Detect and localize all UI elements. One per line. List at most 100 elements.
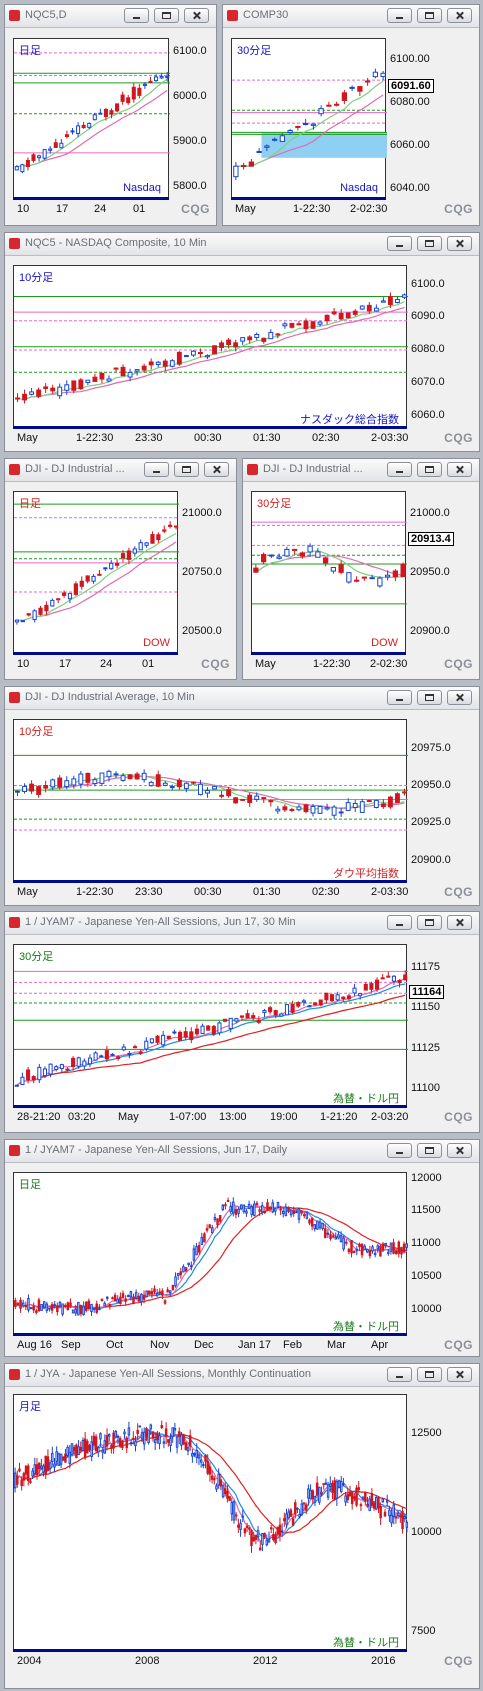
moving-average-line xyxy=(14,1434,408,1534)
minimize-button[interactable] xyxy=(387,1143,412,1158)
cqg-logo-text: CQG xyxy=(444,1654,473,1668)
close-button[interactable] xyxy=(447,8,472,23)
moving-average-line xyxy=(15,1203,408,1310)
chart-plot-area[interactable] xyxy=(13,265,408,429)
instrument-label: 為替・ドル円 xyxy=(333,1637,399,1649)
minimize-button[interactable] xyxy=(387,236,412,251)
candle-body xyxy=(92,376,98,382)
close-button[interactable] xyxy=(447,1143,472,1158)
maximize-button[interactable] xyxy=(417,1367,442,1382)
close-button[interactable] xyxy=(447,236,472,251)
chart-plot-area[interactable] xyxy=(13,944,408,1108)
maximize-button[interactable] xyxy=(417,1143,442,1158)
chart-window[interactable]: 1 / JYAM7 - Japanese Yen-All Sessions, J… xyxy=(4,1139,480,1357)
candle-body xyxy=(348,1491,352,1497)
candle-body xyxy=(126,97,131,104)
candle-body xyxy=(71,778,77,786)
time-tick-label: 2016 xyxy=(371,1655,396,1667)
chart-window[interactable]: DJI - DJ Industrial ... 日足 DOW 21000.0 20750… xyxy=(4,458,237,680)
cqg-logo-text: CQG xyxy=(444,885,473,899)
candle-body xyxy=(307,1488,310,1499)
close-button[interactable] xyxy=(447,1367,472,1382)
chart-plot-area[interactable] xyxy=(13,719,408,883)
maximize-button[interactable] xyxy=(174,462,199,477)
maximize-button[interactable] xyxy=(417,462,442,477)
candle-body xyxy=(221,1485,225,1498)
minimize-button[interactable] xyxy=(387,8,412,23)
window-titlebar[interactable]: NQC5,D xyxy=(5,5,216,28)
window-titlebar[interactable]: DJI - DJ Industrial ... xyxy=(243,459,479,482)
candle-body xyxy=(253,567,259,573)
minimize-button[interactable] xyxy=(124,8,149,23)
candle-body xyxy=(149,1038,154,1044)
candle-body xyxy=(345,802,351,811)
chart-window[interactable]: DJI - DJ Industrial ... 30分足 DOW 21000.0 209… xyxy=(242,458,480,680)
window-titlebar[interactable]: DJI - DJ Industrial Average, 10 Min xyxy=(5,687,479,710)
chart-plot-area[interactable] xyxy=(13,1172,408,1336)
candle-body xyxy=(394,1516,398,1519)
chart-plot-area[interactable] xyxy=(13,1394,408,1652)
time-tick-label: May xyxy=(17,886,38,898)
candle-body xyxy=(156,1432,159,1441)
window-titlebar[interactable]: 1 / JYAM7 - Japanese Yen-All Sessions, J… xyxy=(5,912,479,935)
chart-window[interactable]: 1 / JYA - Japanese Yen-All Sessions, Mon… xyxy=(4,1363,480,1689)
chart-plot-area[interactable] xyxy=(231,38,387,200)
candle-body xyxy=(342,1237,345,1250)
candle-body xyxy=(376,1245,380,1250)
window-titlebar[interactable]: 1 / JYAM7 - Japanese Yen-All Sessions, J… xyxy=(5,1140,479,1163)
close-button[interactable] xyxy=(447,462,472,477)
minimize-button[interactable] xyxy=(144,462,169,477)
time-tick-label: Oct xyxy=(106,1339,124,1351)
chart-window[interactable]: NQC5 - NASDAQ Composite, 10 Min 10分足 ナスダック… xyxy=(4,232,480,452)
close-button[interactable] xyxy=(184,8,209,23)
close-button[interactable] xyxy=(447,915,472,930)
candle-body xyxy=(101,1449,104,1453)
chart-plot-area[interactable] xyxy=(251,491,407,655)
candle-body xyxy=(391,975,396,982)
chart-window[interactable]: COMP30 30分足 Nasdaq 6100.00 6080.00 6060.00 604… xyxy=(222,4,480,226)
candle-body xyxy=(171,1284,175,1290)
window-titlebar[interactable]: COMP30 xyxy=(223,5,479,28)
candle-body xyxy=(71,380,77,391)
candle-body xyxy=(388,1509,391,1517)
minimize-button[interactable] xyxy=(387,915,412,930)
chart-window[interactable]: NQC5,D 日足 Nasdaq 6100.0 6000.0 5900.0 5800.0 10… xyxy=(4,4,217,226)
maximize-button[interactable] xyxy=(417,8,442,23)
candle-body xyxy=(359,305,365,310)
maximize-button[interactable] xyxy=(417,915,442,930)
close-button[interactable] xyxy=(447,690,472,705)
price-tick-label: 6100.0 xyxy=(173,44,207,57)
candle-body xyxy=(29,391,35,395)
candle-body xyxy=(115,563,120,566)
close-icon xyxy=(448,1368,471,1381)
candle-body xyxy=(254,795,260,800)
minimize-button[interactable] xyxy=(387,690,412,705)
candle-body xyxy=(162,1441,166,1444)
chart-window[interactable]: 1 / JYAM7 - Japanese Yen-All Sessions, J… xyxy=(4,911,480,1133)
maximize-button[interactable] xyxy=(417,690,442,705)
window-titlebar[interactable]: NQC5 - NASDAQ Composite, 10 Min xyxy=(5,233,479,256)
candle-body xyxy=(392,570,399,578)
candle-body xyxy=(342,1482,345,1485)
candle-body xyxy=(121,1440,124,1449)
chart-window[interactable]: DJI - DJ Industrial Average, 10 Min 10分足ダ… xyxy=(4,686,480,906)
candle-body xyxy=(20,620,25,623)
chart-plot-area[interactable] xyxy=(13,38,170,200)
candle-body xyxy=(372,1502,376,1509)
minimize-button[interactable] xyxy=(387,1367,412,1382)
window-titlebar[interactable]: DJI - DJ Industrial ... xyxy=(5,459,236,482)
candle-body xyxy=(173,1427,177,1431)
close-button[interactable] xyxy=(204,462,229,477)
chart-plot-area[interactable] xyxy=(13,491,179,655)
candle-body xyxy=(289,322,295,328)
candle-body xyxy=(313,1496,317,1503)
maximize-button[interactable] xyxy=(417,236,442,251)
candle-body xyxy=(141,772,147,781)
window-titlebar[interactable]: 1 / JYA - Japanese Yen-All Sessions, Mon… xyxy=(5,1364,479,1387)
maximize-button[interactable] xyxy=(154,8,179,23)
candle-body xyxy=(339,1235,343,1242)
candle-body xyxy=(140,1293,143,1303)
minimize-button[interactable] xyxy=(387,462,412,477)
candle-body xyxy=(268,800,274,803)
candle-body xyxy=(276,1526,280,1535)
